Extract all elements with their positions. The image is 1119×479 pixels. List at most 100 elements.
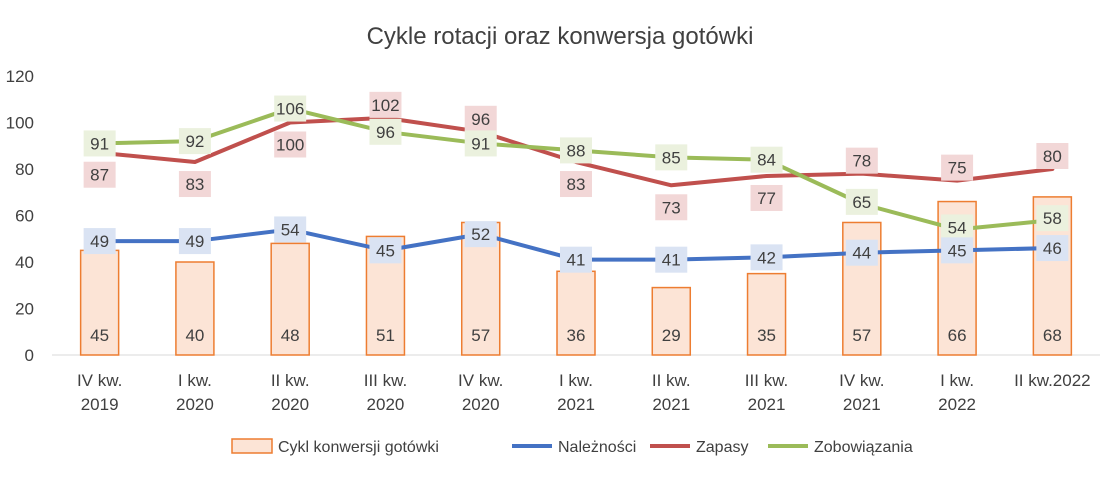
- x-tick-label: III kw. 2020: [364, 371, 407, 414]
- x-tick-label-line: II kw.: [652, 371, 691, 390]
- data-label: 68: [1043, 326, 1062, 345]
- data-label-bg: [274, 216, 307, 243]
- data-label-bg: [1036, 235, 1069, 262]
- legend-swatch: [231, 438, 273, 454]
- data-label: 77: [757, 189, 776, 208]
- data-label-bg: [941, 322, 974, 348]
- x-tick-label-line: III kw.: [364, 371, 407, 390]
- data-label-bg: [274, 322, 307, 348]
- y-tick-label: 0: [25, 346, 34, 365]
- y-axis: 0 20 40 60 80 100 120: [6, 67, 34, 365]
- data-label-bg: [560, 322, 592, 348]
- data-label-bg: [274, 131, 307, 158]
- data-label: 83: [567, 175, 586, 194]
- data-label-bg: [845, 147, 878, 174]
- data-label: 84: [757, 151, 776, 170]
- data-label-bg: [83, 161, 116, 188]
- data-label: 87: [90, 166, 109, 185]
- data-label: 48: [281, 326, 300, 345]
- y-tick-label: 80: [15, 160, 34, 179]
- x-axis: IV kw. 2019 I kw. 2020 II kw. 2020 III kw. 2020…: [52, 354, 1100, 414]
- y-tick-label: 20: [15, 300, 34, 319]
- x-tick-label: IV kw. 2021: [839, 371, 884, 414]
- data-label: 54: [948, 218, 967, 237]
- data-label: 29: [662, 326, 681, 345]
- data-label-bg: [369, 91, 402, 118]
- data-label: 80: [1043, 147, 1062, 166]
- data-label-bg: [941, 214, 974, 241]
- data-label-bg: [1036, 322, 1069, 348]
- data-label-bg: [178, 128, 211, 155]
- x-tick-label-line: 2021: [652, 395, 690, 414]
- data-label-bg: [750, 244, 783, 271]
- data-label: 65: [852, 193, 871, 212]
- data-label-bg: [369, 322, 402, 348]
- x-tick-label: II kw. 2020: [271, 371, 310, 414]
- x-tick-label-line: I kw.: [940, 371, 974, 390]
- data-label-bg: [178, 228, 211, 255]
- x-tick-label-line: IV kw.: [458, 371, 503, 390]
- x-tick-label-line: II kw.: [271, 371, 310, 390]
- data-label: 52: [471, 225, 490, 244]
- data-label: 75: [948, 159, 967, 178]
- data-label: 45: [90, 326, 109, 345]
- data-label: 96: [471, 110, 490, 129]
- data-label-bg: [464, 322, 497, 348]
- data-label: 83: [185, 175, 204, 194]
- data-label-bg: [178, 322, 211, 348]
- chart-title: Cykle rotacji oraz konwersja gotówki: [367, 23, 754, 50]
- legend: Cykl konwersji gotówki Należności Zapasy Zo…: [231, 438, 913, 456]
- x-tick-label-line: IV kw.: [839, 371, 884, 390]
- legend-label: Zapasy: [696, 439, 748, 456]
- series-line: [97, 106, 1055, 232]
- x-tick-label-line: 2021: [557, 395, 595, 414]
- data-label: 57: [852, 326, 871, 345]
- data-label: 92: [185, 132, 204, 151]
- data-label-bg: [750, 146, 783, 173]
- data-label-bg: [941, 154, 974, 181]
- x-tick-label: III kw. 2021: [745, 371, 788, 414]
- x-tick-label-line: 2022: [938, 395, 976, 414]
- data-label-bg: [655, 322, 688, 348]
- legend-label: Zobowiązania: [814, 439, 913, 456]
- data-label: 41: [567, 251, 586, 270]
- data-label-bg: [655, 246, 688, 273]
- data-label: 66: [948, 326, 967, 345]
- data-label: 100: [276, 136, 304, 155]
- data-label-bg: [750, 184, 783, 211]
- x-tick-label: IV kw. 2019: [77, 371, 122, 414]
- data-label: 45: [376, 241, 395, 260]
- x-tick-label: II kw.2022: [1014, 371, 1091, 390]
- x-tick-label: II kw. 2021: [652, 371, 691, 414]
- x-tick-label-line: II kw.2022: [1014, 371, 1091, 390]
- data-label-bg: [655, 144, 688, 171]
- data-label: 49: [185, 232, 204, 251]
- x-tick-label-line: 2020: [367, 395, 405, 414]
- data-label-bg: [369, 118, 402, 145]
- data-label: 40: [185, 326, 204, 345]
- data-label: 46: [1043, 239, 1062, 258]
- x-tick-label-line: I kw.: [178, 371, 212, 390]
- data-label-bg: [1036, 143, 1069, 169]
- y-tick-label: 100: [6, 114, 34, 133]
- data-label: 49: [90, 232, 109, 251]
- data-label-bg: [464, 130, 497, 157]
- x-tick-label: I kw. 2020: [176, 371, 214, 414]
- x-tick-label-line: IV kw.: [77, 371, 122, 390]
- x-tick-label-line: 2020: [271, 395, 309, 414]
- data-label-bg: [83, 322, 116, 348]
- data-label: 73: [662, 198, 681, 217]
- x-tick-label-line: 2020: [462, 395, 500, 414]
- data-label-bg: [274, 95, 307, 122]
- data-label-bg: [560, 137, 592, 164]
- y-tick-label: 120: [6, 67, 34, 86]
- data-label-bg: [83, 228, 116, 255]
- data-label: 78: [852, 152, 871, 171]
- data-label: 44: [852, 244, 871, 263]
- data-label: 102: [371, 96, 399, 115]
- data-label: 45: [948, 241, 967, 260]
- x-tick-label: IV kw. 2020: [458, 371, 503, 414]
- x-tick-label: I kw. 2021: [557, 371, 595, 414]
